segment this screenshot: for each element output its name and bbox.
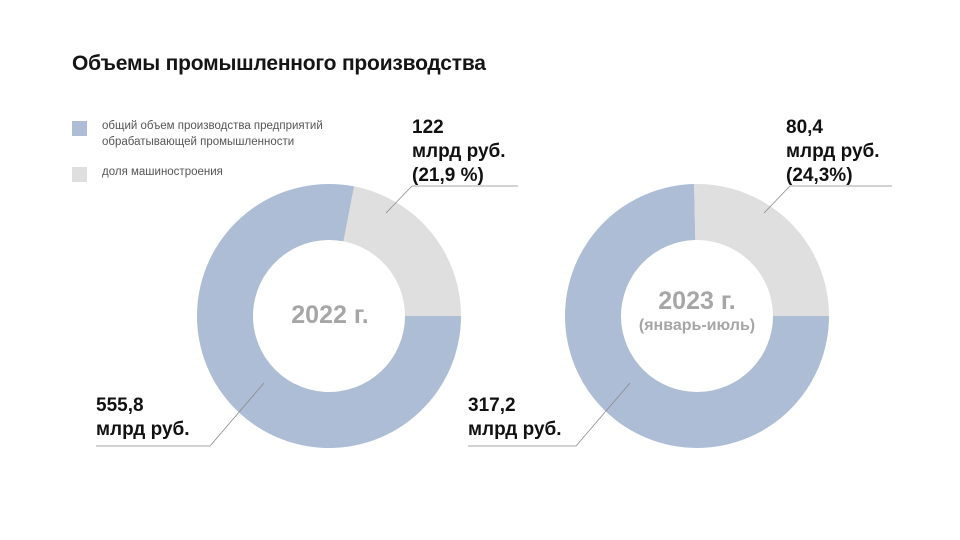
chart2-slice-total [565,184,829,449]
chart1-share-label: 122 млрд руб. (21,9 %) [412,116,506,188]
chart1-total-label: 555,8 млрд руб. [96,394,190,442]
chart1-total-leader-line [96,382,265,447]
chart1-share-leader-line [385,185,518,214]
chart2-share-leader-line [763,185,892,214]
chart1-slice-share [343,186,461,316]
legend-swatch-share [72,167,87,182]
chart1-center-label: 2022 г. [268,300,392,330]
chart2-total-unit: млрд руб. [468,419,562,440]
legend-swatch-total [72,121,87,136]
chart1-share-percent: (21,9 %) [412,165,484,186]
chart1-year: 2022 г. [291,301,369,329]
chart2-share-unit: млрд руб. [786,141,880,162]
chart2-year: 2023 г. [658,287,736,315]
chart1-share-value: 122 [412,117,444,138]
chart2-total-value: 317,2 [468,395,516,416]
chart2-center-label: 2023 г. (январь-июль) [622,286,772,336]
legend-item-total: общий объем производства предприятий обр… [72,118,372,150]
legend-item-share: доля машиностроения [72,164,372,182]
legend-label-total: общий объем производства предприятий обр… [102,120,323,148]
chart2-total-label: 317,2 млрд руб. [468,394,562,442]
chart2-slice-share [694,183,829,316]
legend: общий объем производства предприятий обр… [72,118,372,196]
chart2-share-percent: (24,3%) [786,165,853,186]
chart2-period: (январь-июль) [638,317,756,334]
chart1-share-unit: млрд руб. [412,141,506,162]
legend-label-share: доля машиностроения [102,166,223,178]
chart-title: Объемы промышленного производства [72,52,486,75]
chart2-share-label: 80,4 млрд руб. (24,3%) [786,116,880,188]
chart1-total-unit: млрд руб. [96,419,190,440]
chart2-share-value: 80,4 [786,117,823,138]
chart1-slice-total [197,184,462,449]
chart2-total-leader-line [468,382,631,447]
chart1-total-value: 555,8 [96,395,144,416]
